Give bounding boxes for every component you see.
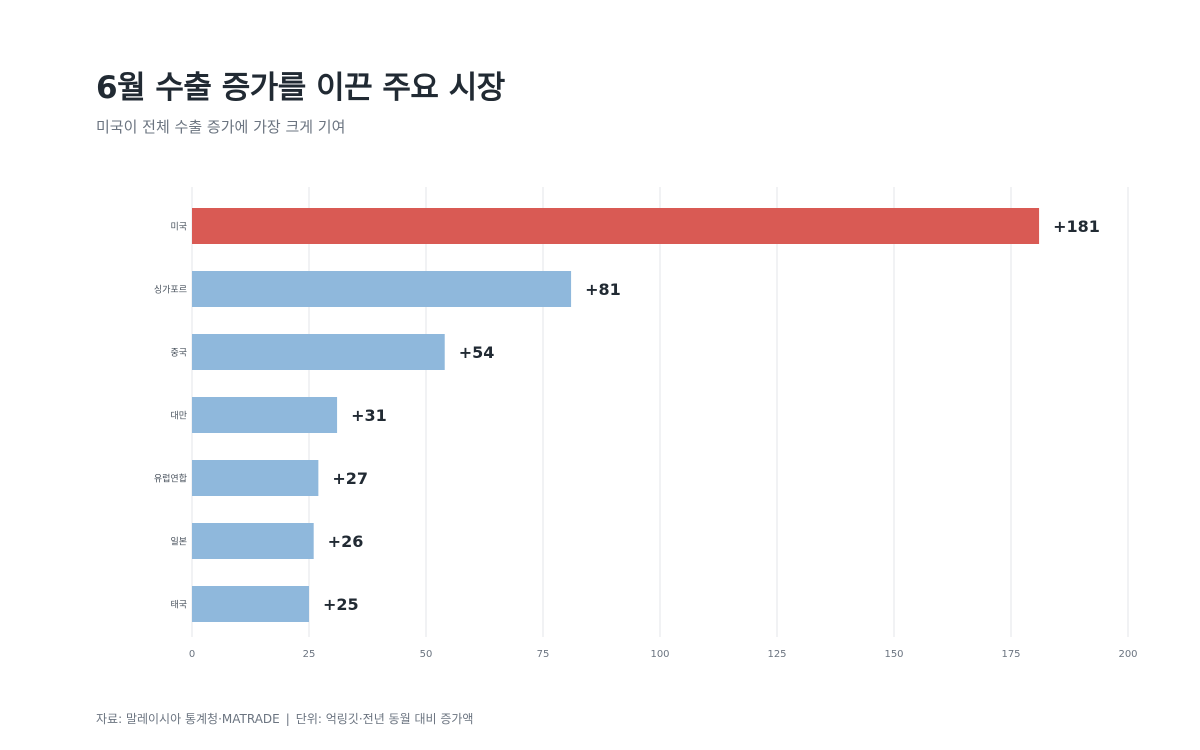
value-label: +54 <box>459 343 495 362</box>
x-tick-label: 100 <box>650 649 669 660</box>
value-label: +31 <box>351 406 387 425</box>
value-label: +27 <box>332 469 368 488</box>
value-labels: +181 +81 +54 +31 +27 +26 +25 <box>323 217 1100 614</box>
category-label: 중국 <box>170 348 187 359</box>
category-label: 태국 <box>170 600 187 611</box>
value-label: +181 <box>1053 217 1100 236</box>
bar <box>192 586 309 622</box>
value-label: +26 <box>328 532 364 551</box>
x-tick-label: 175 <box>1001 649 1020 660</box>
bars <box>192 208 1040 622</box>
x-tick-label: 125 <box>767 649 786 660</box>
value-label: +81 <box>585 280 621 299</box>
bar <box>192 271 572 307</box>
bar <box>192 334 445 370</box>
category-label: 싱가포르 <box>154 285 187 296</box>
bar <box>192 460 319 496</box>
bar <box>192 523 314 559</box>
category-label: 미국 <box>170 222 187 233</box>
x-tick-label: 150 <box>884 649 903 660</box>
unit-note: 단위: 억링깃·전년 동월 대비 증가액 <box>295 712 474 726</box>
x-tick-labels: 0 25 50 75 100 125 150 175 200 <box>189 649 1138 660</box>
category-label: 유럽연합 <box>154 474 187 485</box>
bar <box>192 397 338 433</box>
source-note: 자료: 말레이시아 통계청·MATRADE <box>96 712 280 726</box>
x-tick-label: 0 <box>189 649 195 660</box>
x-tick-label: 50 <box>420 649 433 660</box>
bar <box>192 208 1040 244</box>
category-label: 일본 <box>170 537 187 548</box>
x-tick-label: 75 <box>537 649 550 660</box>
chart-footer: 자료: 말레이시아 통계청·MATRADE | 단위: 억링깃·전년 동월 대비 증… <box>96 710 473 727</box>
value-label: +25 <box>323 595 359 614</box>
x-tick-label: 200 <box>1118 649 1137 660</box>
x-tick-label: 25 <box>303 649 316 660</box>
category-label: 대만 <box>170 411 187 422</box>
chart-subtitle: 미국이 전체 수출 증가에 가장 크게 기여 <box>96 118 346 136</box>
footer-separator: | <box>285 712 290 726</box>
chart-title: 6월 수출 증가를 이끈 주요 시장 <box>96 70 505 106</box>
